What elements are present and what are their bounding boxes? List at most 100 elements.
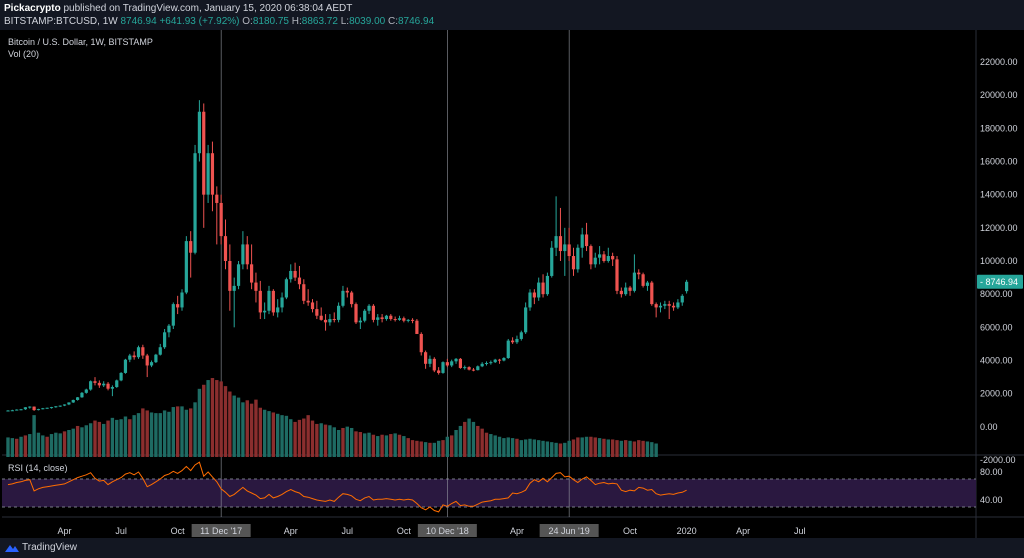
volume-bar xyxy=(532,439,537,457)
time-tick-label: Jul xyxy=(794,526,806,536)
candle-body xyxy=(119,372,123,381)
candle-body xyxy=(358,320,362,323)
time-tick-label: 24 Jun '19 xyxy=(549,526,590,536)
candle-body xyxy=(215,194,219,203)
volume-bar xyxy=(228,391,232,457)
volume-bar xyxy=(380,434,384,457)
time-axis: Apr Jul Oct 11 Dec '17 Apr Jul Oct 10 Dec '18 Ap… xyxy=(58,524,806,537)
volume-bar xyxy=(615,440,619,457)
candle-body xyxy=(310,302,315,310)
volume-bar xyxy=(371,434,376,457)
candle-body xyxy=(437,370,441,373)
volume-bar xyxy=(323,424,328,457)
volume-bar xyxy=(184,409,189,457)
candle-body xyxy=(667,304,671,306)
candle-body xyxy=(658,305,663,308)
volume-bar xyxy=(88,423,93,457)
candle-body xyxy=(397,318,402,320)
candle-body xyxy=(345,290,349,293)
volume-bar xyxy=(123,416,128,457)
candle-body xyxy=(563,244,567,252)
candle-body xyxy=(128,355,132,360)
candle-body xyxy=(650,282,654,305)
candle-body xyxy=(232,285,236,291)
rsi-indicator-label[interactable]: RSI (14, close) xyxy=(8,463,68,473)
volume-bar xyxy=(71,428,75,457)
volume-bar xyxy=(197,388,202,457)
time-tick-label: Jul xyxy=(115,526,127,536)
volume-bar xyxy=(410,440,415,457)
volume-bar xyxy=(54,432,58,457)
volume-bar xyxy=(284,415,289,457)
candle-body xyxy=(393,319,397,321)
candle-body xyxy=(685,281,689,292)
price-tick-label: 2000.00 xyxy=(980,389,1013,399)
candle-body xyxy=(619,290,623,295)
price-chart[interactable]: -2000.00 0.00 2000.00 4000.00 6000.00 8000.00… xyxy=(0,30,1024,538)
candle-body xyxy=(223,236,228,261)
volume-bar xyxy=(145,410,149,457)
time-tick-label: Oct xyxy=(623,526,638,536)
candle-body xyxy=(254,282,258,291)
candle-body xyxy=(593,257,597,265)
candle-body xyxy=(141,347,145,356)
price-tick-label: 10000.00 xyxy=(980,256,1018,266)
candle-body xyxy=(641,274,645,286)
price-tick-label: 8000.00 xyxy=(980,289,1013,299)
volume-bar xyxy=(276,413,280,457)
candle-body xyxy=(297,277,302,285)
volume-bar xyxy=(193,402,197,457)
candle-body xyxy=(637,272,641,275)
volume-bar xyxy=(537,440,541,457)
candle-body xyxy=(606,256,610,261)
price-axis: -2000.00 0.00 2000.00 4000.00 6000.00 8000.00… xyxy=(977,57,1023,505)
volume-bar xyxy=(302,418,306,457)
volume-bar xyxy=(236,397,241,457)
candle-body xyxy=(267,290,271,311)
time-tick-label: Oct xyxy=(171,526,186,536)
volume-bar xyxy=(254,399,258,457)
candle-body xyxy=(537,282,541,298)
candle-body xyxy=(332,319,336,321)
tradingview-logo-icon[interactable] xyxy=(4,542,20,554)
volume-bar xyxy=(154,413,158,457)
volume-bar xyxy=(467,418,471,457)
volume-bar xyxy=(167,411,171,457)
candle-body xyxy=(289,270,293,280)
candle-body xyxy=(632,272,636,291)
volume-bar xyxy=(580,437,584,457)
candle-body xyxy=(502,358,506,361)
volume-bar xyxy=(306,415,310,457)
chart-layer: -2000.00 0.00 2000.00 4000.00 6000.00 8000.00… xyxy=(0,30,1024,538)
rsi-band xyxy=(2,479,976,507)
candle-body xyxy=(197,111,201,154)
time-tick-label: Jul xyxy=(342,526,354,536)
candle-body xyxy=(493,359,497,363)
volume-bar xyxy=(563,442,567,457)
candle-body xyxy=(184,241,188,293)
candle-body xyxy=(115,380,119,388)
last-price-marker xyxy=(977,274,1023,289)
candle-series xyxy=(6,100,689,412)
volume-bar xyxy=(115,419,119,457)
publisher-name[interactable]: Pickacrypto xyxy=(4,3,61,14)
volume-indicator-label[interactable]: Vol (20) xyxy=(8,49,40,59)
volume-bar xyxy=(232,395,236,457)
volume-bar xyxy=(215,380,219,457)
candle-body xyxy=(241,244,245,265)
time-tick-label: 10 Dec '18 xyxy=(426,526,469,536)
volume-bar xyxy=(136,413,141,457)
volume-bar xyxy=(289,419,293,457)
volume-bar xyxy=(436,440,441,457)
candle-body xyxy=(136,347,141,358)
volume-bar xyxy=(641,440,645,457)
candle-body xyxy=(80,392,84,398)
volume-bar xyxy=(428,442,432,457)
candle-body xyxy=(571,256,576,270)
candle-body xyxy=(245,244,249,265)
volume-bar xyxy=(489,434,493,457)
symbol-label[interactable]: BITSTAMP:BTCUSD, 1W xyxy=(4,16,118,27)
tradingview-brand[interactable]: TradingView xyxy=(22,542,78,553)
candle-body xyxy=(206,153,210,195)
candle-body xyxy=(354,304,358,323)
